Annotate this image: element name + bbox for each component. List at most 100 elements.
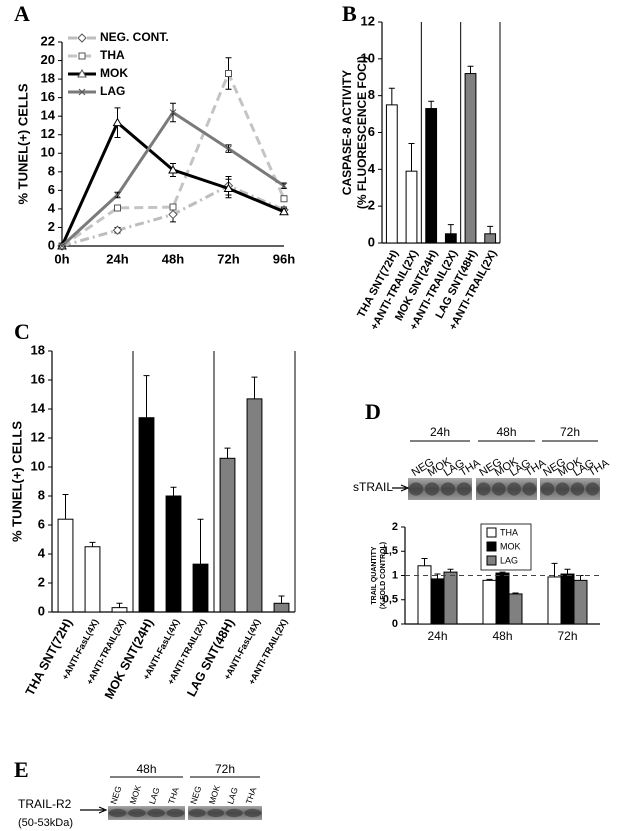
band-label: sTRAIL <box>353 480 393 494</box>
bar <box>165 495 182 613</box>
bar <box>273 602 290 613</box>
bar <box>495 572 510 625</box>
error-bar <box>564 568 571 575</box>
blot-strip <box>108 806 185 820</box>
y-axis-label: TRAIL QUANTITY <box>371 546 378 605</box>
legend-box <box>480 523 532 571</box>
y-tick-label: 0,5 <box>383 594 398 606</box>
legend-marker <box>77 68 87 78</box>
legend-label: THA <box>100 48 125 62</box>
bar <box>573 579 588 625</box>
bar <box>482 579 497 625</box>
bar <box>444 233 457 244</box>
y-tick-label: 6 <box>48 182 55 197</box>
y-tick-label: 0 <box>368 234 375 249</box>
x-tick-label: 24h <box>106 251 128 266</box>
legend-marker <box>78 52 86 60</box>
y-tick-label: 8 <box>48 163 55 178</box>
panel-label: B <box>342 1 357 26</box>
y-tick-label: 2 <box>392 521 398 533</box>
point-marker <box>114 204 121 212</box>
blot-band <box>492 482 506 496</box>
blot-band <box>225 808 243 818</box>
panel-label: E <box>14 757 29 782</box>
y-tick-label: 0 <box>38 603 45 618</box>
y-axis-label: (% FLUORESCENCE FOCI) <box>355 56 369 209</box>
error-bar <box>116 602 123 608</box>
blot-band <box>128 808 146 818</box>
bar <box>417 565 432 625</box>
y-tick-label: 10 <box>41 145 55 160</box>
blot-band <box>555 482 570 496</box>
lane-label: THA <box>244 786 259 806</box>
lane-label: MOK <box>128 783 144 805</box>
panel-label: D <box>365 399 381 424</box>
error-bar <box>408 143 415 172</box>
blot-band <box>585 482 600 496</box>
lane-label: NEG <box>188 785 203 806</box>
blot-band <box>476 482 491 496</box>
blot-band <box>166 808 185 818</box>
x-tick-label: 24h <box>427 629 447 643</box>
error-bar <box>577 575 584 581</box>
panel-label: C <box>14 319 30 344</box>
blot-band <box>522 482 537 496</box>
legend-marker <box>77 33 87 43</box>
y-tick-label: 12 <box>41 126 55 141</box>
error-bar <box>421 558 428 566</box>
blot-band <box>207 808 225 818</box>
point-marker <box>279 206 289 216</box>
error-bar <box>143 375 150 418</box>
bar <box>443 571 458 625</box>
point-marker <box>168 164 178 174</box>
lane-label: NEG <box>108 785 123 806</box>
y-tick-label: 6 <box>38 516 45 531</box>
y-tick-label: 12 <box>31 429 45 444</box>
x-tick-label: 48h <box>162 251 184 266</box>
series-line <box>60 120 285 247</box>
point-marker <box>169 203 177 211</box>
blot-band <box>507 482 521 496</box>
panel-label: A <box>14 1 30 26</box>
error-bar <box>170 486 177 496</box>
bar <box>219 457 236 613</box>
time-label: 24h <box>430 425 450 439</box>
bar <box>508 593 523 625</box>
y-axis-label: (X-FOLD CONTROL) <box>380 542 387 609</box>
y-tick-label: 1,5 <box>383 545 398 557</box>
bar <box>425 108 438 244</box>
y-tick-label: 4 <box>368 161 376 176</box>
error-bar <box>197 518 204 565</box>
y-tick-label: 22 <box>41 33 55 48</box>
blot-band <box>108 808 127 818</box>
x-tick-label: MOK SNT(24H) <box>102 616 156 701</box>
y-tick-label: 16 <box>41 89 55 104</box>
legend-label: NEG. CONT. <box>100 30 169 44</box>
blot-band <box>244 808 262 818</box>
legend-label: LAG <box>100 84 125 98</box>
point-marker <box>225 70 232 78</box>
y-tick-label: 18 <box>31 342 45 357</box>
blot-band <box>147 808 165 818</box>
blot-band <box>424 482 440 496</box>
y-tick-label: 4 <box>48 200 56 215</box>
point-marker <box>223 183 234 193</box>
point-marker <box>168 209 178 220</box>
legend-swatch <box>486 555 497 566</box>
point-marker <box>58 242 66 250</box>
band-label: TRAIL-R2 <box>18 797 72 811</box>
y-tick-label: 14 <box>31 400 46 415</box>
point-marker <box>114 191 121 199</box>
y-tick-label: 20 <box>41 52 55 67</box>
error-bar <box>251 376 258 399</box>
legend-marker <box>78 88 86 96</box>
arrow <box>80 806 108 814</box>
legend-label: MOK <box>100 66 128 80</box>
x-tick-label: 48h <box>492 629 512 643</box>
legend-label: THA <box>500 527 518 537</box>
error-bar <box>89 541 96 547</box>
y-tick-label: 0 <box>392 618 398 630</box>
y-tick-label: 12 <box>361 13 375 28</box>
time-label: 48h <box>496 425 516 439</box>
